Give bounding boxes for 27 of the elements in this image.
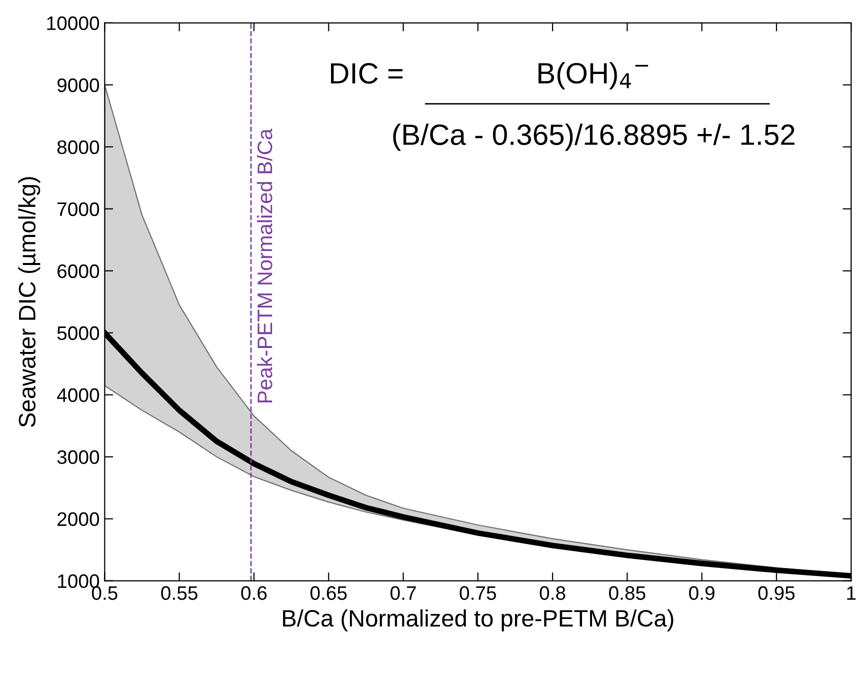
x-tick-label: 0.95	[758, 586, 795, 600]
y-tick-label: 9000	[57, 78, 100, 92]
annotation: DIC =	[331, 63, 403, 84]
y-tick-label: 7000	[58, 202, 100, 216]
y-tick-label: 1000	[58, 574, 100, 588]
x-tick-label: 0.65	[310, 586, 347, 600]
x-tick-label: 0.9	[689, 586, 714, 600]
x-axis-title: B/Ca (Normalized to pre-PETM B/Ca)	[283, 609, 674, 632]
x-tick-label: 0.8	[540, 586, 566, 600]
annotation: (B/Ca - 0.365)/16.8895 +/- 1.52	[393, 124, 794, 151]
y-tick-label: 10000	[47, 16, 100, 30]
y-tick-label: 4000	[57, 388, 100, 402]
x-tick-label: 0.7	[390, 586, 416, 600]
y-tick-label: 3000	[57, 450, 100, 464]
x-tick-label: 0.5	[92, 586, 118, 600]
x-tick-label: 0.75	[460, 586, 496, 600]
annotation: B(OH)$_{4}$$^{−}$	[538, 62, 648, 90]
x-tick-label: 0.6	[241, 586, 267, 600]
y-tick-label: 6000	[58, 264, 100, 278]
y-tick-label: 2000	[58, 512, 100, 526]
ref-line-label: Peak-PETM Normalized B/Ca	[256, 128, 272, 402]
y-axis-title: Seawater DIC (µmol/kg)	[18, 177, 40, 427]
x-tick-label: 1	[847, 586, 856, 600]
y-tick-label: 8000	[57, 140, 100, 154]
x-tick-label: 0.55	[161, 586, 198, 600]
x-tick-label: 0.85	[609, 586, 646, 600]
y-tick-label: 5000	[57, 326, 100, 340]
